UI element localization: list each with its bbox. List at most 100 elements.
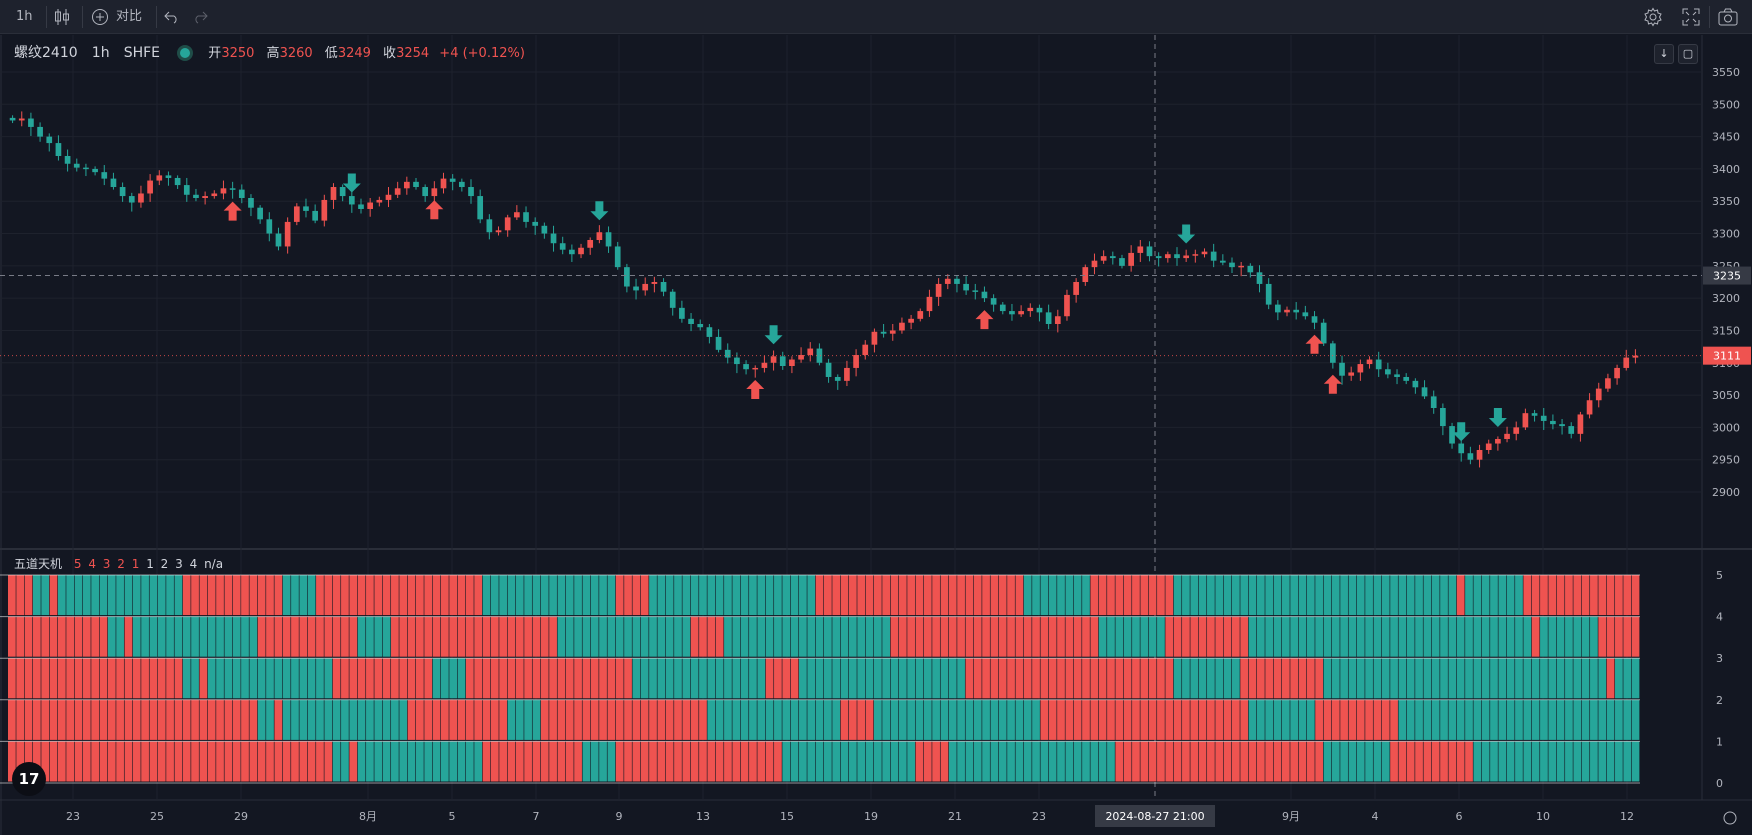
indicator-band-cell [440,658,449,699]
time-tick-label: 23 [1032,810,1046,823]
indicator-band-cell [1173,741,1182,782]
indicator-band-cell [74,658,83,699]
indicator-name[interactable]: 五道天机 [14,557,63,571]
indicator-band-cell [1523,741,1532,782]
indicator-band-cell [91,575,99,616]
indicator-band-cell [57,616,66,657]
indicator-band-cell [1523,616,1532,657]
indicator-band-cell [24,616,33,657]
camera-snapshot-icon[interactable] [1718,7,1738,27]
indicator-band-cell [1556,658,1565,699]
price-axis-area [1702,35,1752,835]
indicator-band-cell [1565,741,1573,782]
indicator-band-cell [582,616,591,657]
indicator-band-cell [1323,658,1332,699]
indicator-band-cell [224,658,233,699]
redo-icon[interactable] [190,7,210,27]
candle-body [559,243,566,250]
indicator-band-cell [657,741,666,782]
indicator-band-cell [1223,616,1232,657]
indicator-band-cell [890,741,899,782]
indicator-band-cell [1048,699,1057,740]
indicator-band-cell [299,699,308,740]
fullscreen-icon[interactable] [1681,7,1701,27]
indicator-band-cell [1140,699,1149,740]
indicator-band-cell [1140,658,1149,699]
indicator-band-cell [416,699,424,740]
indicator-band-cell [266,741,274,782]
scroll-down-button[interactable]: ↓ [1654,44,1674,64]
candle-body [504,217,511,231]
indicator-band-cell [1548,699,1557,740]
candle-body [541,225,548,234]
indicator-band-cell [624,616,632,657]
indicator-band-cell [1232,741,1240,782]
time-tick-label: 10 [1536,810,1550,823]
indicator-band-cell [1323,741,1332,782]
sell-signal-arrow-icon [590,201,609,221]
indicator-band-cell [1290,699,1299,740]
candlestick-style-icon[interactable] [52,7,72,27]
indicator-band-cell [690,658,699,699]
indicator-band-cell [1590,741,1598,782]
maximize-pane-button[interactable]: ▢ [1678,44,1698,64]
compare-button[interactable]: 对比 [116,9,143,24]
sell-signal-arrow-icon [1177,224,1196,244]
indicator-band-cell [91,658,99,699]
candle-body [1339,362,1345,376]
indicator-band-cell [607,658,616,699]
indicator-band-cell [840,658,849,699]
price-chart[interactable]: 3550 3500 3450 3400 3350 3300 3250 3200 3150 3 10 0… [0,35,1752,835]
indicator-band-cell [424,575,433,616]
candle-body [523,212,529,222]
indicator-band-cell [1240,699,1249,740]
indicator-band-cell [524,616,532,657]
crosshair-time-label-box [1095,805,1215,827]
indicator-band-cell [1373,575,1382,616]
indicator-band-cell [1023,575,1032,616]
indicator-band-cell [649,699,657,740]
settings-gear-icon[interactable] [1643,7,1663,27]
indicator-value: 5 [73,557,82,571]
indicator-band-cell [124,699,133,740]
symbol-name[interactable]: 螺纹2410 [14,45,78,61]
indicator-band-cell [199,575,208,616]
candle-body [1210,251,1217,261]
indicator-band-cell [1182,741,1190,782]
indicator-band-cell [907,658,915,699]
indicator-band-cell [682,616,691,657]
indicator-band-cell [848,699,857,740]
indicator-band-cell [1606,575,1615,616]
indicator-band-cell [973,658,982,699]
candle-body [651,282,658,284]
tradingview-logo[interactable]: 17 [12,762,46,796]
indicator-band-cell [299,575,308,616]
indicator-band-cell [665,658,674,699]
indicator-band-cell [107,699,116,740]
indicator-band-cell [57,575,66,616]
indicator-band-cell [557,616,566,657]
indicator-band-cell [1423,616,1432,657]
indicator-band-cell [166,616,174,657]
candle-body [202,196,208,198]
indicator-band-cell [957,741,965,782]
indicator-band-cell [1123,741,1132,782]
indicator-band-cell [549,699,557,740]
interval-selector[interactable]: 1h [16,9,33,24]
compare-plus-icon[interactable] [90,7,110,27]
indicator-band-cell [316,575,324,616]
indicator-band-cell [1132,616,1140,657]
close-value: 3254 [396,46,430,61]
indicator-band-cell [1606,616,1615,657]
candle-body [596,232,603,240]
candle-body [1540,415,1547,421]
indicator-band-cell [690,616,699,657]
indicator-band-cell [8,741,16,782]
indicator-band-cell [1082,616,1090,657]
axis-settings-gear-icon[interactable] [1723,811,1737,825]
indicator-band-cell [524,575,532,616]
indicator-band-cell [765,616,774,657]
indicator-band-cell [1306,741,1315,782]
indicator-band-cell [1015,699,1024,740]
undo-icon[interactable] [162,7,182,27]
